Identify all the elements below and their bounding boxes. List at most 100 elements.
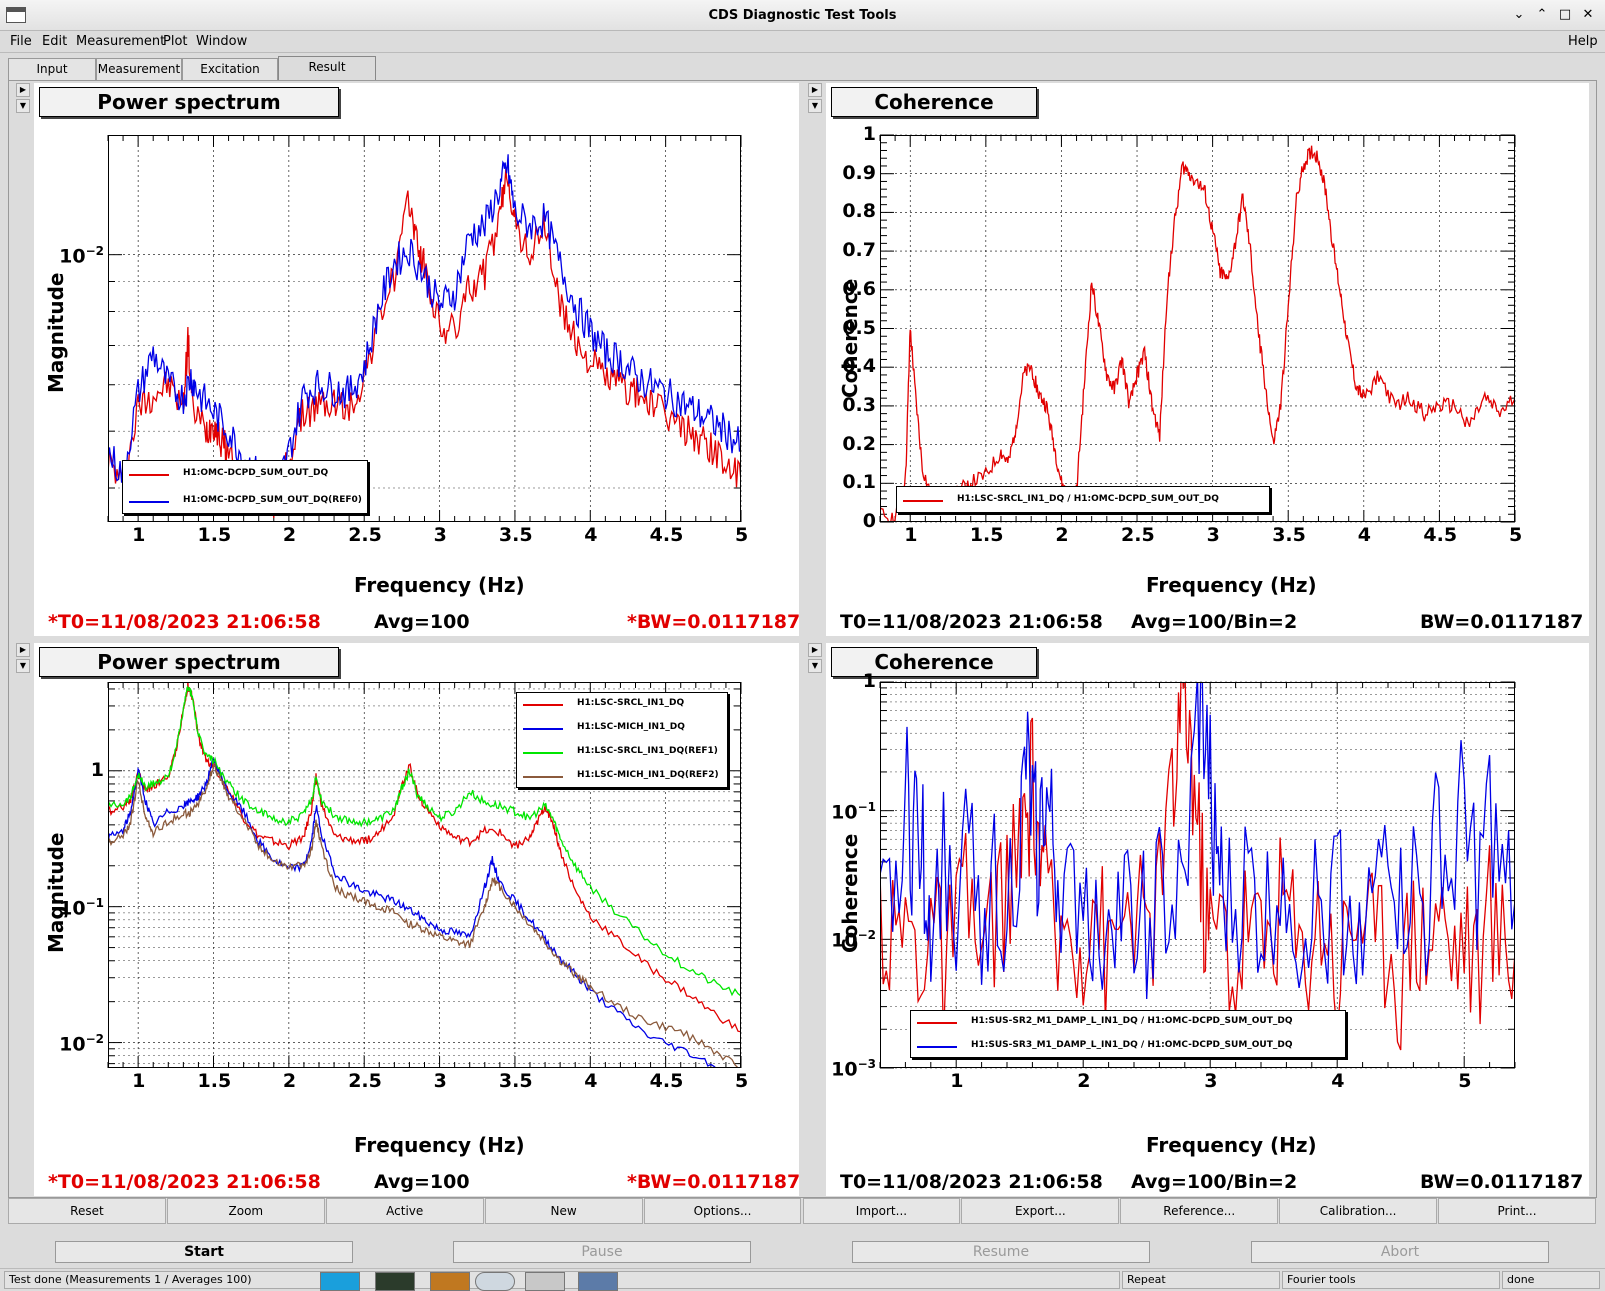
- x-tick-label: 2: [1055, 524, 1069, 546]
- window-icon[interactable]: [6, 7, 26, 23]
- x-tick-label: 5: [735, 1070, 749, 1092]
- minimize-icon[interactable]: ⌄: [1513, 7, 1525, 22]
- menu-bar: File Edit Measurement Plot Window Help: [0, 31, 1605, 53]
- t0-label: T0=11/08/2023 21:06:58: [840, 1171, 1103, 1193]
- x-tick-label: 4.5: [649, 524, 684, 546]
- legend-swatch: [523, 704, 563, 706]
- x-tick-label: 3.5: [498, 1070, 533, 1092]
- window-title: CDS Diagnostic Test Tools: [708, 8, 897, 23]
- start-button[interactable]: Start: [55, 1241, 353, 1263]
- series-line-2: [108, 757, 717, 1068]
- toolbar-new-button[interactable]: New: [484, 1198, 643, 1224]
- x-tick-label: 3: [433, 524, 447, 546]
- status-bar: Test done (Measurements 1 / Averages 100…: [0, 1268, 1605, 1291]
- menu-help[interactable]: Help: [1568, 34, 1598, 49]
- x-tick-label: 5: [1509, 524, 1523, 546]
- restore-icon[interactable]: ⌃: [1536, 7, 1548, 22]
- panel-title: Power spectrum: [39, 647, 339, 677]
- x-tick-label: 4: [1357, 524, 1372, 546]
- tab-input[interactable]: Input: [8, 58, 96, 80]
- panel3-expand-right-icon[interactable]: ▶: [16, 643, 30, 657]
- taskbar-app-icon[interactable]: [525, 1272, 565, 1291]
- coherence-2-plot[interactable]: [879, 681, 1516, 1069]
- power-spectrum-1-plot[interactable]: [107, 135, 742, 522]
- menu-measurement[interactable]: Measurement: [76, 34, 166, 49]
- panel1-expand-right-icon[interactable]: ▶: [16, 83, 30, 97]
- y-tick-label: 0.9: [842, 161, 876, 184]
- bw-label: BW=0.0117187: [1420, 611, 1584, 633]
- menu-plot[interactable]: Plot: [163, 34, 188, 49]
- panel-title: Coherence: [831, 647, 1037, 677]
- legend-label: H1:LSC-SRCL_IN1_DQ / H1:OMC-DCPD_SUM_OUT…: [957, 493, 1219, 504]
- toolbar-calibration-button[interactable]: Calibration...: [1279, 1198, 1438, 1224]
- avg-label: Avg=100/Bin=2: [1131, 611, 1298, 633]
- taskbar-browser-icon[interactable]: [475, 1272, 515, 1291]
- taskbar-window-icon[interactable]: [578, 1272, 618, 1291]
- taskbar-files-icon[interactable]: [430, 1272, 470, 1291]
- avg-label: Avg=100: [374, 611, 470, 633]
- panel4-expand-right-icon[interactable]: ▶: [808, 643, 822, 657]
- x-tick-label: 3.5: [1272, 524, 1306, 546]
- tab-measurement[interactable]: Measurement: [96, 58, 182, 80]
- y-tick-label: 0.3: [842, 393, 876, 416]
- legend-entry: H1:SUS-SR3_M1_DAMP_L_IN1_DQ / H1:OMC-DCP…: [911, 1038, 1345, 1056]
- x-tick-label: 1.5: [197, 524, 232, 546]
- x-tick-label: 1: [132, 1070, 146, 1092]
- x-tick-label: 3: [1204, 1070, 1218, 1092]
- tab-result[interactable]: Result: [278, 56, 376, 80]
- legend-label: H1:LSC-MICH_IN1_DQ: [577, 722, 685, 732]
- menu-file[interactable]: File: [10, 34, 32, 49]
- toolbar-export-button[interactable]: Export...: [961, 1198, 1120, 1224]
- pause-button[interactable]: Pause: [453, 1241, 751, 1263]
- legend-label: H1:OMC-DCPD_SUM_OUT_DQ(REF0): [183, 494, 362, 505]
- panel-title: Coherence: [831, 87, 1037, 117]
- panel1-expand-down-icon[interactable]: ▼: [16, 99, 30, 113]
- taskbar-terminal-icon[interactable]: [375, 1272, 415, 1291]
- panel4-expand-down-icon[interactable]: ▼: [808, 659, 822, 673]
- x-tick-label: 1: [950, 1070, 964, 1092]
- maximize-icon[interactable]: □: [1558, 7, 1572, 22]
- x-tick-label: 3: [1206, 524, 1220, 546]
- coherence-1-plot[interactable]: [879, 134, 1516, 523]
- abort-button[interactable]: Abort: [1251, 1241, 1549, 1263]
- legend-entry: H1:OMC-DCPD_SUM_OUT_DQ(REF0): [123, 493, 367, 511]
- x-tick-label: 1: [132, 524, 146, 546]
- bw-label: *BW=0.0117187: [627, 1171, 801, 1193]
- series-line-4: [108, 762, 741, 1068]
- menu-window[interactable]: Window: [196, 34, 248, 49]
- taskbar-desktop-icon[interactable]: [320, 1272, 360, 1291]
- x-tick-label: 4.5: [1423, 524, 1458, 546]
- toolbar-import-button[interactable]: Import...: [802, 1198, 961, 1224]
- x-tick-label: 4: [584, 524, 598, 546]
- legend: H1:LSC-SRCL_IN1_DQ H1:LSC-MICH_IN1_DQ H1:L…: [516, 692, 728, 788]
- legend-swatch: [917, 1022, 957, 1024]
- toolbar-zoom-button[interactable]: Zoom: [166, 1198, 325, 1224]
- avg-label: Avg=100/Bin=2: [1131, 1171, 1298, 1193]
- legend: H1:SUS-SR2_M1_DAMP_L_IN1_DQ / H1:OMC-DCP…: [910, 1010, 1346, 1058]
- panel3-expand-down-icon[interactable]: ▼: [16, 659, 30, 673]
- panel2-expand-right-icon[interactable]: ▶: [808, 83, 822, 97]
- y-tick-label: 1: [862, 670, 876, 692]
- toolbar-reference-button[interactable]: Reference...: [1120, 1198, 1279, 1224]
- x-axis-label: Frequency (Hz): [354, 1133, 525, 1157]
- menu-edit[interactable]: Edit: [42, 34, 68, 49]
- x-tick-label: 4: [584, 1070, 598, 1092]
- status-fourier-tools: Fourier tools: [1282, 1271, 1500, 1289]
- avg-label: Avg=100: [374, 1171, 470, 1193]
- toolbar-reset-button[interactable]: Reset: [8, 1198, 166, 1224]
- bw-label: *BW=0.0117187: [627, 611, 801, 633]
- legend-label: H1:LSC-SRCL_IN1_DQ(REF1): [577, 746, 718, 756]
- panel2-expand-down-icon[interactable]: ▼: [808, 99, 822, 113]
- legend-entry: H1:LSC-SRCL_IN1_DQ / H1:OMC-DCPD_SUM_OUT…: [897, 492, 1269, 510]
- tab-excitation[interactable]: Excitation: [182, 58, 278, 80]
- close-icon[interactable]: ✕: [1582, 7, 1594, 22]
- x-tick-label: 1.5: [969, 524, 1004, 546]
- toolbar-active-button[interactable]: Active: [325, 1198, 484, 1224]
- toolbar-print-button[interactable]: Print...: [1438, 1198, 1596, 1224]
- toolbar-options-button[interactable]: Options...: [643, 1198, 802, 1224]
- x-tick-label: 2: [282, 524, 297, 546]
- y-tick-label: 0.5: [842, 316, 876, 339]
- y-tick-label: 10−1: [59, 895, 104, 919]
- y-tick-label: 10−3: [831, 1057, 876, 1081]
- resume-button[interactable]: Resume: [852, 1241, 1150, 1263]
